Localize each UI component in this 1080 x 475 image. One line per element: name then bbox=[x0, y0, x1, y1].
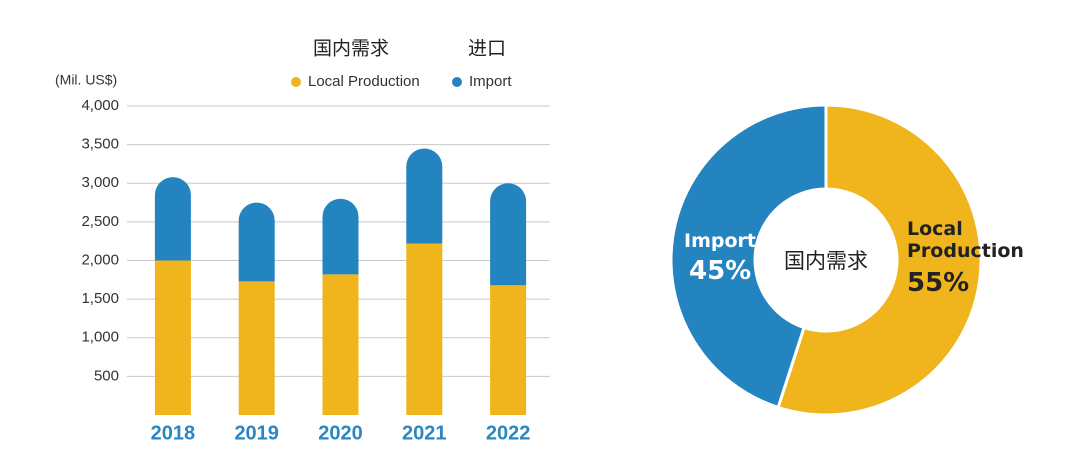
y-axis-label: (Mil. US$) bbox=[55, 72, 117, 88]
x-tick-label: 2019 bbox=[234, 422, 279, 444]
bar-segment bbox=[406, 148, 443, 244]
bar-segment bbox=[490, 285, 527, 415]
donut-center-label: 国内需求 bbox=[784, 249, 868, 273]
bar-segment bbox=[490, 183, 527, 286]
bar-segment bbox=[322, 274, 359, 415]
legend-label: Import bbox=[469, 73, 512, 90]
bar-segment bbox=[238, 281, 275, 415]
x-tick-label: 2020 bbox=[318, 422, 363, 444]
y-tick-label: 2,000 bbox=[81, 251, 119, 268]
y-tick-label: 1,000 bbox=[81, 329, 119, 346]
legend-marker bbox=[452, 77, 462, 87]
x-tick-label: 2018 bbox=[151, 422, 196, 444]
donut-slice bbox=[776, 103, 983, 417]
legend-group-title: 国内需求 bbox=[313, 38, 389, 60]
y-tick-label: 500 bbox=[94, 367, 119, 384]
y-tick-label: 4,000 bbox=[81, 97, 119, 114]
legend-label: Local Production bbox=[308, 73, 420, 90]
legend-group-title: 进口 bbox=[468, 38, 506, 60]
bar-segment bbox=[238, 202, 275, 282]
slice-label: Local Production bbox=[907, 218, 1024, 262]
bar-segment bbox=[322, 198, 359, 275]
y-tick-label: 3,000 bbox=[81, 174, 119, 191]
bar-segment bbox=[406, 243, 443, 415]
x-tick-label: 2021 bbox=[402, 422, 447, 444]
slice-label: Import bbox=[684, 230, 756, 252]
bar-segment bbox=[154, 177, 191, 261]
slice-value-label: 45% bbox=[689, 256, 752, 286]
y-tick-label: 1,500 bbox=[81, 290, 119, 307]
y-tick-label: 3,500 bbox=[81, 136, 119, 153]
donut-slice bbox=[669, 103, 828, 410]
x-tick-label: 2022 bbox=[486, 422, 531, 444]
legend-marker bbox=[291, 77, 301, 87]
slice-value-label: 55% bbox=[907, 268, 970, 298]
y-tick-label: 2,500 bbox=[81, 213, 119, 230]
bar-segment bbox=[154, 260, 191, 415]
